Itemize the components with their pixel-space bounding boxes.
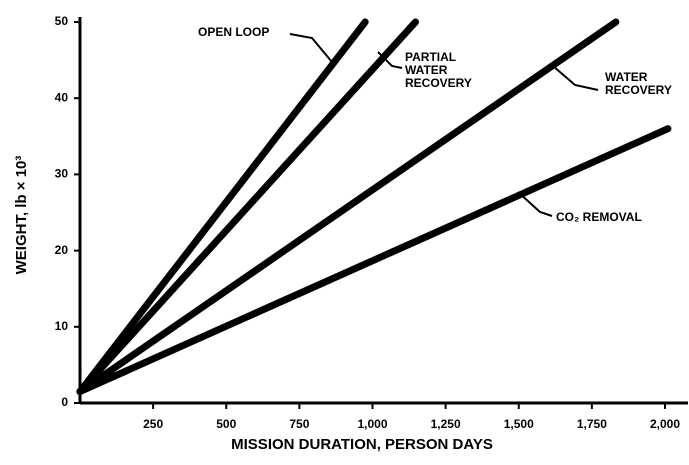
series-label: CO₂ REMOVAL: [556, 210, 642, 224]
x-tick-label: 2,000: [650, 417, 680, 431]
y-tick-label: 20: [55, 243, 69, 257]
y-tick-label: 0: [61, 395, 68, 409]
x-tick-label: 1,750: [577, 417, 607, 431]
y-tick-label: 40: [55, 90, 69, 104]
y-tick-label: 50: [55, 14, 69, 28]
y-tick-label: 30: [55, 167, 69, 181]
x-tick-label: 1,250: [431, 417, 461, 431]
x-tick-label: 1,000: [357, 417, 387, 431]
x-tick-label: 250: [143, 417, 163, 431]
line-series: [76, 18, 369, 396]
line-series: [76, 18, 620, 396]
leader: [517, 191, 553, 217]
series-label: WATER RECOVERY: [605, 70, 672, 97]
series-label-line: RECOVERY: [605, 83, 672, 97]
series-label-line: WATER: [405, 63, 451, 77]
x-axis-label: MISSION DURATION, PERSON DAYS: [231, 436, 493, 453]
y-tick-label: 10: [55, 319, 69, 333]
line-series: [76, 18, 419, 396]
series-label-line: WATER: [605, 70, 651, 84]
y-axis-label: WEIGHT, lb × 10³: [13, 156, 30, 275]
x-tick-label: 500: [216, 417, 236, 431]
x-tick-label: 1,500: [504, 417, 534, 431]
series-label-line: PARTIAL: [405, 50, 459, 64]
leader: [552, 65, 599, 91]
x-tick-label: 750: [289, 417, 309, 431]
leader: [289, 33, 333, 63]
line-series: [76, 125, 672, 396]
series-label: OPEN LOOP: [198, 25, 269, 39]
series-label: PARTIAL WATER RECOVERY: [405, 50, 472, 90]
series-label-line: RECOVERY: [405, 76, 472, 90]
